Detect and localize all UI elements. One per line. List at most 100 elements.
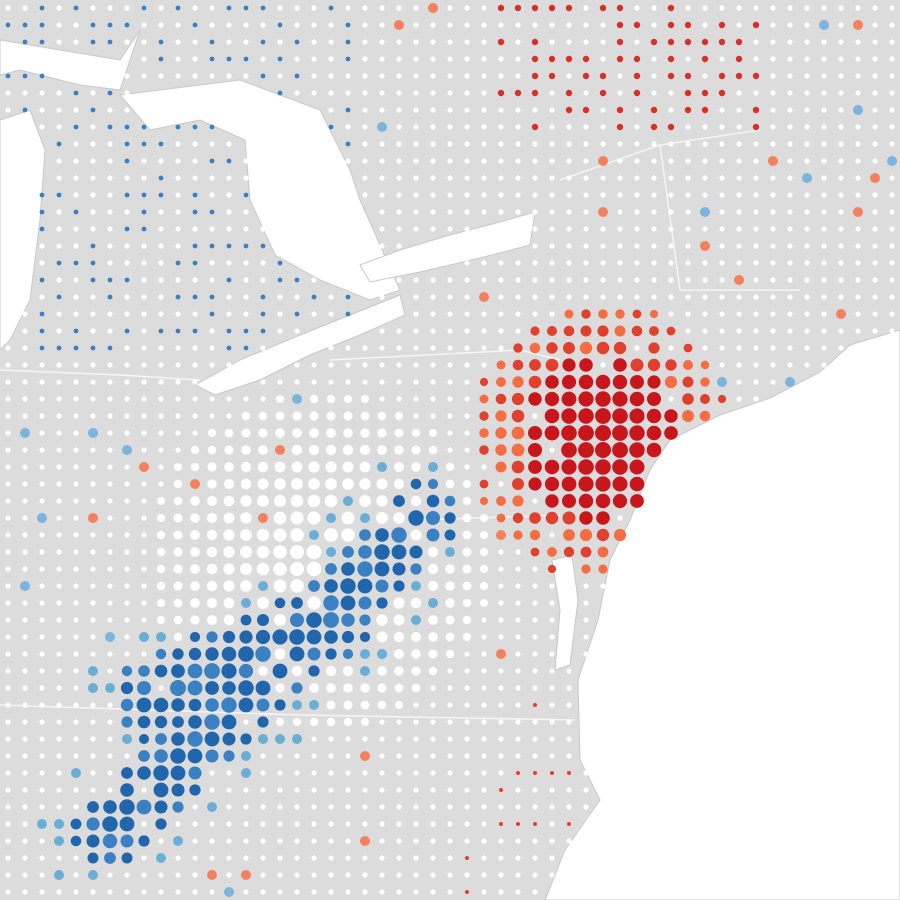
map-dot bbox=[360, 700, 370, 710]
map-dot bbox=[515, 685, 521, 691]
map-dot bbox=[600, 175, 606, 181]
map-dot bbox=[702, 277, 708, 283]
map-dot bbox=[565, 55, 573, 63]
map-dot bbox=[173, 598, 183, 608]
map-dot bbox=[107, 481, 113, 487]
map-dot bbox=[328, 311, 334, 317]
map-dot bbox=[226, 175, 232, 181]
map-dot bbox=[277, 379, 283, 385]
map-dot bbox=[481, 328, 487, 334]
map-dot bbox=[413, 719, 419, 725]
map-dot bbox=[377, 683, 387, 693]
map-dot bbox=[243, 260, 249, 266]
map-dot bbox=[141, 226, 147, 232]
map-dot bbox=[498, 617, 504, 623]
map-dot bbox=[529, 529, 541, 541]
map-dot bbox=[359, 495, 371, 507]
map-dot bbox=[566, 192, 572, 198]
map-dot bbox=[445, 649, 455, 659]
map-dot bbox=[141, 294, 147, 300]
map-dot bbox=[498, 209, 504, 215]
map-dot bbox=[582, 106, 590, 114]
map-dot bbox=[430, 855, 436, 861]
map-dot bbox=[243, 838, 249, 844]
map-dot bbox=[651, 141, 657, 147]
map-dot bbox=[413, 56, 419, 62]
map-dot bbox=[430, 821, 436, 827]
map-dot bbox=[206, 512, 218, 524]
map-dot bbox=[498, 549, 504, 555]
map-dot bbox=[359, 631, 371, 643]
map-dot bbox=[209, 56, 215, 62]
map-dot bbox=[838, 226, 844, 232]
map-dot bbox=[787, 345, 793, 351]
map-dot bbox=[682, 376, 694, 388]
map-dot bbox=[238, 697, 254, 713]
map-dot bbox=[872, 192, 878, 198]
map-dot bbox=[549, 617, 555, 623]
map-dot bbox=[190, 530, 200, 540]
map-dot bbox=[719, 192, 725, 198]
map-dot bbox=[511, 392, 525, 406]
map-dot bbox=[22, 838, 28, 844]
map-dot bbox=[717, 394, 727, 404]
map-dot bbox=[515, 753, 521, 759]
map-dot bbox=[855, 294, 861, 300]
map-dot bbox=[396, 243, 402, 249]
map-dot bbox=[39, 430, 45, 436]
map-dot bbox=[561, 476, 577, 492]
map-dot bbox=[273, 579, 287, 593]
map-dot bbox=[804, 345, 810, 351]
map-dot bbox=[872, 39, 878, 45]
map-dot bbox=[838, 124, 844, 130]
map-dot bbox=[634, 243, 640, 249]
map-dot bbox=[430, 685, 436, 691]
map-dot bbox=[855, 5, 861, 11]
map-dot bbox=[394, 428, 404, 438]
map-dot bbox=[362, 39, 368, 45]
map-dot bbox=[86, 834, 100, 848]
map-dot bbox=[309, 717, 319, 727]
map-dot bbox=[292, 734, 302, 744]
map-dot bbox=[294, 821, 300, 827]
map-dot bbox=[240, 580, 252, 592]
map-dot bbox=[124, 192, 130, 198]
map-dot bbox=[855, 260, 861, 266]
map-dot bbox=[73, 175, 79, 181]
map-dot bbox=[481, 855, 487, 861]
map-dot bbox=[651, 192, 657, 198]
map-dot bbox=[889, 175, 895, 181]
map-dot bbox=[209, 73, 215, 79]
map-dot bbox=[579, 341, 593, 355]
map-dot bbox=[175, 209, 181, 215]
map-dot bbox=[107, 753, 113, 759]
map-dot bbox=[294, 311, 300, 317]
map-dot bbox=[207, 445, 217, 455]
map-dot bbox=[479, 292, 489, 302]
map-dot bbox=[39, 583, 45, 589]
map-dot bbox=[56, 804, 62, 810]
map-dot bbox=[56, 328, 62, 334]
map-dot bbox=[22, 719, 28, 725]
map-dot bbox=[73, 617, 79, 623]
map-dot bbox=[413, 277, 419, 283]
map-dot bbox=[597, 546, 609, 558]
map-dot bbox=[596, 528, 610, 542]
map-dot bbox=[379, 787, 385, 793]
map-dot bbox=[753, 141, 759, 147]
map-dot bbox=[480, 514, 488, 522]
map-dot bbox=[447, 787, 453, 793]
map-dot bbox=[396, 345, 402, 351]
map-dot bbox=[583, 226, 589, 232]
map-dot bbox=[306, 544, 322, 560]
map-dot bbox=[238, 646, 254, 662]
map-dot bbox=[379, 872, 385, 878]
map-dot bbox=[411, 683, 421, 693]
map-dot bbox=[617, 175, 623, 181]
map-dot bbox=[595, 442, 611, 458]
map-dot bbox=[821, 107, 827, 113]
map-dot bbox=[872, 277, 878, 283]
border bbox=[0, 704, 576, 721]
map-dot bbox=[701, 38, 709, 46]
map-dot bbox=[226, 277, 232, 283]
